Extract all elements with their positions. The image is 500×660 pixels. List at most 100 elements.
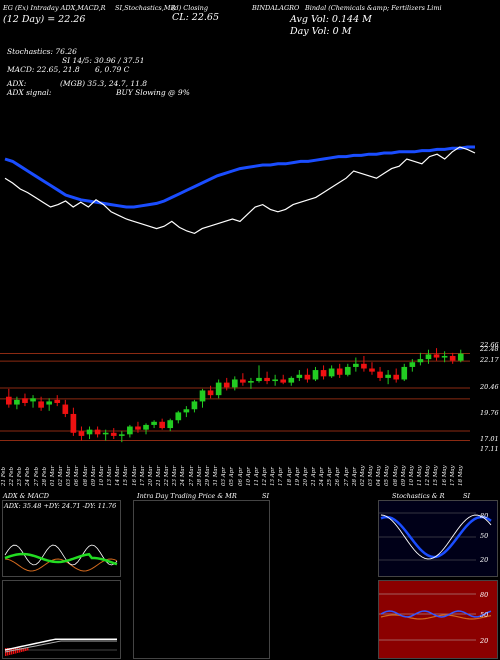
main-chart: [0, 145, 476, 443]
price-trend-line: [4, 146, 476, 235]
price-level-label: 22.17: [480, 356, 499, 364]
macd-signal-line: [4, 640, 117, 653]
candle-body: [159, 421, 165, 429]
price-level-label: 19.76: [480, 409, 499, 417]
adx-values: (MGB) 35.3, 24.7, 11.8: [60, 79, 148, 88]
candle-body: [344, 366, 351, 375]
macd-histogram-bar: [19, 648, 21, 653]
candle-body: [223, 382, 230, 388]
macd-histogram-bar: [21, 648, 23, 652]
rsi-level-80: 80: [480, 591, 489, 599]
rsi-level-50: 50: [480, 611, 489, 619]
company-name: Bindal (Chemicals &amp; Fertilizers Limi: [305, 4, 442, 12]
adx-signal-value: BUY Slowing @ 9%: [116, 88, 190, 97]
adx-signal-label: ADX signal:: [7, 88, 52, 97]
stoch-panel-title: Stochastics & R: [392, 492, 445, 500]
candle-body: [70, 413, 77, 433]
candle-body: [78, 431, 85, 436]
adx-panel-values: ADX: 35.48 +DY: 24.71 -DY: 11.76: [4, 502, 117, 510]
candle-body: [377, 371, 383, 378]
candle-body: [288, 377, 295, 383]
macd-histogram-bar: [17, 648, 19, 653]
candle-body: [353, 363, 359, 367]
date-line: (12 Day) = 22.26: [3, 14, 86, 25]
price-level-label: 22.48: [480, 345, 499, 353]
intraday-panel-title: Intra Day Trading Price & MR: [137, 492, 237, 500]
close-value: CL: 22.65: [172, 12, 219, 23]
macd-histogram-bar: [13, 648, 15, 654]
candle-body: [167, 420, 174, 429]
candle-body: [280, 379, 287, 383]
candle-body: [264, 377, 270, 382]
candle-body: [207, 390, 214, 396]
macd-histogram-bar: [25, 648, 27, 651]
candle-body: [361, 363, 367, 369]
candle-body: [304, 374, 311, 380]
candle-body: [183, 409, 190, 413]
header-subtitle: SI,Stochastics,MR: [115, 4, 176, 12]
candle-body: [175, 412, 182, 421]
candle-body: [385, 374, 391, 378]
macd-histogram-bar: [23, 648, 25, 652]
candle-body: [30, 398, 36, 402]
candle-body: [199, 390, 206, 402]
candle-body: [457, 353, 464, 361]
rsi-panel: [378, 580, 498, 659]
adx-green-line: [4, 552, 118, 566]
candle-body: [135, 426, 141, 430]
candle-body: [143, 424, 149, 430]
macd-value-2: 6, 0.79 C: [95, 65, 130, 74]
candle-body: [62, 404, 69, 414]
macd-value: MACD: 22.65, 21.8: [7, 65, 80, 74]
candle-body: [296, 374, 303, 378]
price-level-label: 20.46: [480, 383, 499, 391]
candle-body: [127, 426, 133, 435]
adx-orange-line: [4, 558, 118, 572]
stochastics-value: Stochastics: 76.26: [7, 47, 77, 56]
price-level-label: 17.11: [480, 445, 499, 453]
candle-body: [401, 366, 408, 380]
candle-body: [22, 398, 28, 403]
rsi-blue-line: [380, 610, 492, 618]
adx-panel: [2, 500, 121, 577]
macd-histogram-bar: [15, 648, 17, 654]
candle-body: [449, 355, 456, 361]
header-title: EG (Ex) Intraday ADX,MACD,R: [3, 4, 106, 12]
candle-body: [425, 354, 432, 360]
candle-body: [369, 368, 375, 372]
rsi-level-20: 20: [480, 637, 489, 645]
candle-body: [256, 377, 262, 382]
moving-average-line: [4, 145, 475, 209]
rsi-value: SI 14/5: 30.96 / 37.51: [62, 56, 145, 65]
ticker-label: BINDALAGRO: [252, 4, 300, 12]
candle-body: [312, 370, 319, 380]
adx-label: ADX:: [7, 79, 27, 88]
candle-body: [248, 381, 254, 383]
candle-body: [54, 399, 61, 403]
candle-body: [191, 401, 198, 410]
candle-body: [328, 368, 335, 377]
candle-body: [320, 370, 327, 377]
intraday-panel-si: SI: [262, 492, 270, 500]
stoch-level-80: 80: [480, 512, 489, 520]
stoch-level-50: 50: [480, 532, 489, 540]
candle-body: [151, 421, 157, 425]
candle-body: [336, 368, 343, 375]
day-volume: Day Vol: 0 M: [290, 26, 352, 37]
candle-body: [86, 429, 93, 435]
macd-histogram-bar: [11, 648, 13, 655]
candle-body: [94, 429, 101, 435]
candle-body: [409, 362, 416, 367]
header-closing: (d) Closing: [172, 4, 209, 12]
avg-volume: Avg Vol: 0.144 M: [290, 14, 372, 25]
stoch-panel-si: SI: [463, 492, 471, 500]
macd-histogram-bar: [27, 648, 29, 651]
candle-body: [272, 379, 278, 382]
candle-body: [393, 374, 400, 380]
candle-body: [6, 396, 12, 405]
stoch-level-20: 20: [480, 556, 489, 564]
candle-body: [118, 434, 125, 436]
intraday-panel: [133, 500, 270, 659]
candle-body: [441, 355, 448, 358]
stoch-k-line: [380, 514, 492, 560]
